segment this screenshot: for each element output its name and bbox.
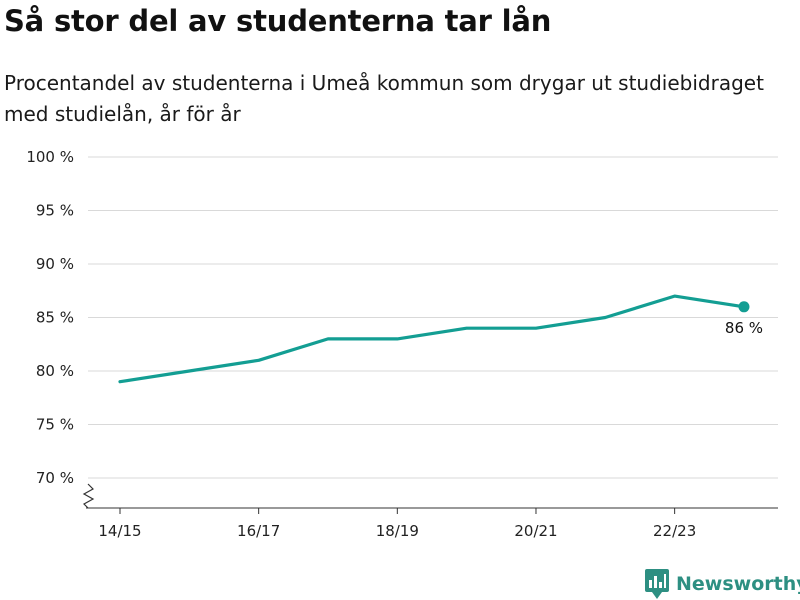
y-tick-label: 80 % — [36, 362, 74, 380]
y-tick-label: 90 % — [36, 255, 74, 273]
end-value-label: 86 % — [725, 319, 763, 337]
y-tick-label: 100 % — [26, 148, 74, 166]
series-line — [118, 294, 746, 384]
x-axis — [82, 483, 778, 509]
y-tick-label: 85 % — [36, 309, 74, 327]
x-tick-label: 22/23 — [653, 522, 696, 540]
x-tick-label: 16/17 — [237, 522, 280, 540]
y-axis-break-icon — [82, 483, 95, 509]
x-axis-ticks: 14/15 16/17 18/19 20/21 22/23 — [98, 508, 696, 540]
x-tick-label: 14/15 — [98, 522, 141, 540]
end-point-marker — [738, 301, 750, 313]
y-tick-label: 75 % — [36, 416, 74, 434]
brand-logo: Newsworthy — [644, 568, 800, 600]
brand-name: Newsworthy — [676, 573, 800, 595]
x-tick-label: 20/21 — [514, 522, 557, 540]
x-tick-label: 18/19 — [376, 522, 419, 540]
series — [118, 294, 750, 384]
y-tick-label: 95 % — [36, 202, 74, 220]
grid-lines — [88, 156, 778, 479]
newsworthy-logo-icon — [645, 569, 669, 599]
y-tick-label: 70 % — [36, 469, 74, 487]
y-axis-tick-labels: 70 % 75 % 80 % 85 % 90 % 95 % 100 % — [26, 148, 74, 487]
chart-subtitle: Procentandel av studenterna i Umeå kommu… — [4, 71, 764, 126]
chart-title: Så stor del av studenterna tar lån — [4, 4, 552, 38]
